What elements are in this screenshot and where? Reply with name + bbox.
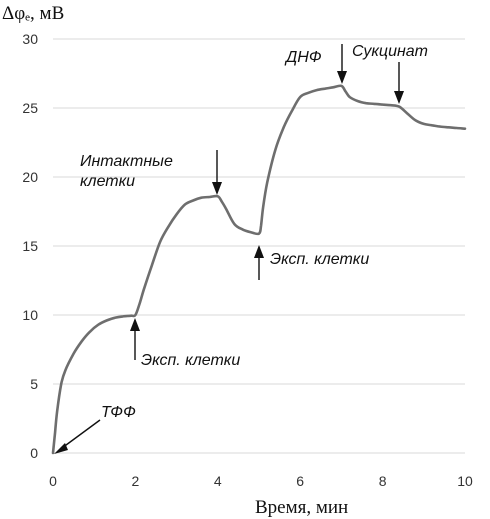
annotation-exp-cells-2: Эксп. клетки: [270, 251, 369, 268]
x-axis-label: Время, мин: [255, 497, 348, 518]
y-tick-label: 10: [22, 307, 38, 323]
annotation-exp-cells-1: Эксп. клетки: [141, 352, 240, 369]
x-tick-label: 2: [132, 473, 140, 489]
arrow-tff: [61, 419, 101, 449]
x-tick-label: 0: [49, 473, 57, 489]
y-tick-label: 20: [22, 169, 38, 185]
y-tick-label: 25: [22, 100, 38, 116]
x-tick-label: 8: [379, 473, 387, 489]
arrowhead-exp-cells-1: [130, 318, 140, 331]
y-tick-label: 0: [30, 445, 38, 461]
series-line: [51, 84, 467, 455]
y-tick-label: 30: [22, 31, 38, 47]
arrowhead-tff: [54, 443, 68, 454]
annotation-intact-cells-line2: клетки: [80, 173, 135, 190]
y-tick-labels: 0 5 10 15 20 25 30: [22, 31, 38, 461]
x-tick-label: 6: [296, 473, 304, 489]
x-tick-labels: 0 2 4 6 8 10: [49, 473, 473, 489]
gridlines: [53, 38, 465, 454]
arrowhead-succinate: [394, 91, 404, 104]
arrowhead-intact-cells: [212, 182, 222, 195]
x-tick-label: 4: [214, 473, 222, 489]
arrowhead-exp-cells-2: [254, 245, 264, 258]
arrowhead-dnf: [337, 71, 347, 84]
y-axis-label: Δφₑ, мВ: [2, 3, 64, 24]
annotation-dnf: ДНФ: [284, 49, 322, 66]
x-tick-label: 10: [457, 473, 473, 489]
annotation-intact-cells-line1: Интактные: [80, 153, 173, 170]
y-tick-label: 15: [22, 238, 38, 254]
annotation-tff: ТФФ: [101, 404, 136, 421]
y-tick-label: 5: [30, 376, 38, 392]
annotation-succinate: Сукцинат: [352, 43, 428, 60]
